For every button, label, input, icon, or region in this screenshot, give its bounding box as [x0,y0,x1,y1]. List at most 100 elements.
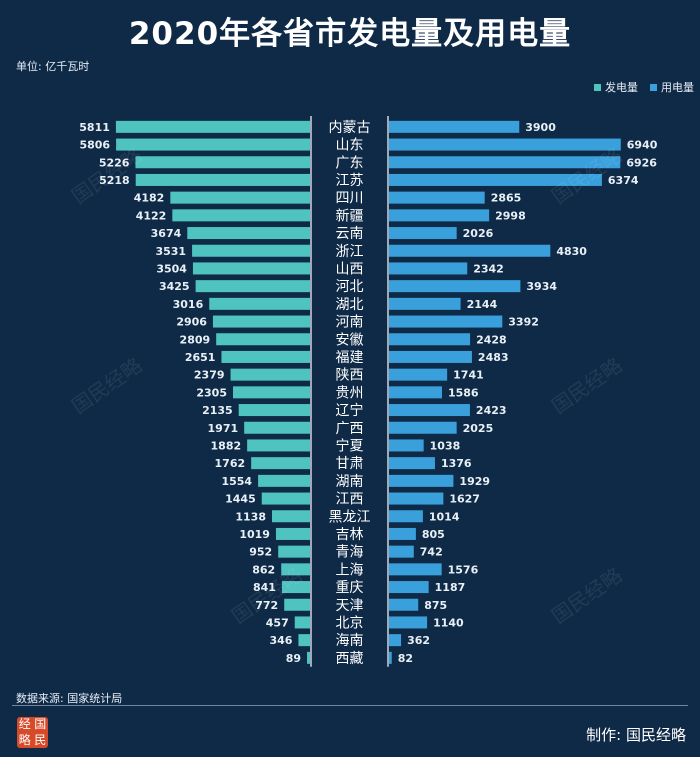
use-value-label: 2025 [463,422,494,435]
gen-bar [281,581,310,594]
gen-bar [261,492,310,505]
use-bar [389,439,424,452]
use-value-label: 82 [398,652,413,665]
gen-value-label: 1019 [239,528,270,541]
legend-label-gen: 发电量 [605,81,638,94]
gen-value-label: 1762 [215,457,246,470]
gen-bar [216,333,310,346]
use-bar [389,227,457,240]
use-value-label: 1929 [459,475,490,488]
gen-value-label: 5226 [99,156,130,169]
gen-value-label: 5806 [79,139,110,152]
credit: 制作: 国民经略 [586,726,686,744]
gen-bar [238,404,310,417]
use-bar [389,244,551,257]
province-label: 吉林 [336,527,364,543]
gen-bar [170,191,310,204]
province-label: 浙江 [336,244,364,260]
use-value-label: 1627 [449,493,480,506]
gen-bar [281,563,310,576]
use-value-label: 3934 [526,280,557,293]
gen-bar [251,457,310,470]
chart-title: 2020年各省市发电量及用电量 [128,16,572,52]
use-bar [389,173,602,186]
use-value-label: 6926 [626,156,657,169]
province-label: 上海 [336,562,364,578]
gen-bar [294,616,310,629]
gen-bar [307,651,310,664]
use-bar [389,510,423,523]
use-value-label: 2428 [476,333,507,346]
use-value-label: 2998 [495,209,526,222]
use-bar [389,404,470,417]
gen-value-label: 952 [249,546,272,559]
province-label: 山西 [336,261,364,277]
province-label: 北京 [336,615,364,631]
gen-value-label: 3425 [159,280,190,293]
logo-char: 国 [34,717,47,731]
use-value-label: 1014 [429,510,460,523]
gen-bar [116,138,311,151]
use-bar [389,492,444,505]
province-label: 广西 [336,421,364,437]
gen-value-label: 1445 [225,493,256,506]
province-label: 重庆 [336,580,364,596]
legend-swatch-use [650,83,657,91]
province-label: 新疆 [336,208,364,224]
legend-item-gen: 发电量 [594,79,638,95]
gen-bar [284,598,310,611]
gen-bar [192,262,310,275]
legend: 发电量 用电量 [586,79,694,95]
gen-value-label: 3674 [151,227,182,240]
unit-label: 单位: 亿千瓦时 [16,60,90,73]
use-bar [389,333,471,346]
gen-value-label: 2305 [196,386,227,399]
use-value-label: 2144 [467,298,498,311]
use-value-label: 1140 [433,616,464,629]
gen-value-label: 1138 [235,510,266,523]
gen-bar [192,244,310,257]
use-bar [389,421,457,434]
gen-value-label: 1554 [221,475,252,488]
province-label: 青海 [336,545,364,561]
gen-value-label: 3531 [155,245,186,258]
gen-value-label: 1882 [211,439,242,452]
gen-value-label: 2651 [185,351,216,364]
use-value-label: 6940 [627,139,658,152]
logo-char: 略 [18,732,31,747]
gen-bar [209,297,310,310]
use-value-label: 362 [407,634,430,647]
use-value-label: 4830 [556,245,587,258]
gen-bar [195,280,310,293]
province-label: 江苏 [336,173,364,189]
logo-char: 经 [18,717,31,731]
use-bar [389,280,521,293]
legend-swatch-gen [594,83,601,91]
gen-bar [230,368,310,381]
use-value-label: 2483 [478,351,509,364]
province-label: 陕西 [336,368,364,384]
gen-bar [244,421,310,434]
gen-bar [135,156,310,169]
province-label: 福建 [336,350,364,366]
gen-bar [187,227,310,240]
gen-value-label: 346 [269,634,292,647]
gen-bar [172,209,310,222]
use-bar [389,156,621,169]
gen-value-label: 4182 [134,192,165,205]
province-label: 天津 [336,598,364,614]
gen-bar [271,510,310,523]
gen-bar [212,315,310,328]
gen-bar [247,439,310,452]
data-source: 数据来源: 国家统计局 [16,692,123,705]
gen-bar [275,527,310,540]
gen-value-label: 772 [255,599,278,612]
use-bar [389,616,428,629]
gen-value-label: 841 [253,581,276,594]
gen-value-label: 5811 [79,121,110,134]
use-bar [389,209,490,222]
province-label: 辽宁 [336,402,364,419]
gen-value-label: 3016 [173,298,204,311]
use-value-label: 1038 [430,439,461,452]
